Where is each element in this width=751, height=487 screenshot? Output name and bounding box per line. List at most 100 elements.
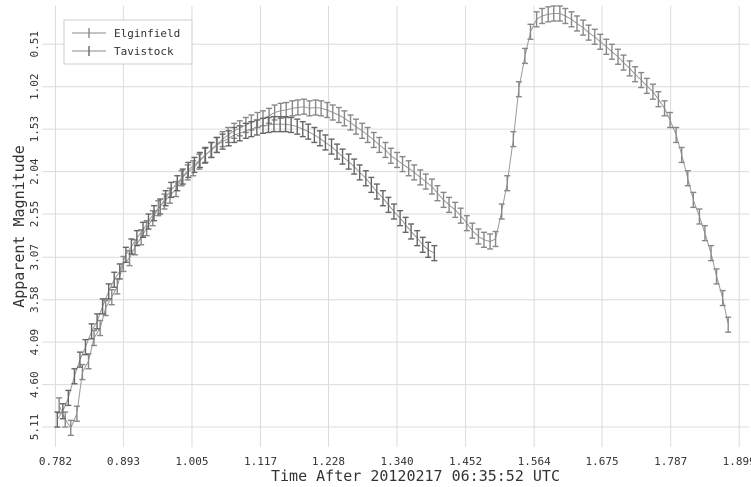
data-point-tavistock <box>316 130 323 147</box>
data-point-tavistock <box>294 118 301 135</box>
data-point-elginfield <box>347 114 354 131</box>
data-point-elginfield <box>312 99 319 116</box>
data-point-elginfield <box>603 38 610 55</box>
data-point-tavistock <box>431 244 438 262</box>
data-point-tavistock <box>128 238 135 255</box>
series-elginfield <box>56 5 732 437</box>
data-point-elginfield <box>149 209 156 227</box>
data-point-elginfield <box>545 6 552 23</box>
data-point-elginfield <box>387 147 394 164</box>
data-point-tavistock <box>339 148 346 165</box>
x-tick-label: 0.782 <box>39 455 72 468</box>
y-tick-label: 0.51 <box>28 31 41 58</box>
data-point-tavistock <box>277 115 284 133</box>
legend-entry-elginfield: Elginfield <box>72 27 180 40</box>
data-point-tavistock <box>322 134 329 151</box>
data-point-tavistock <box>196 151 203 169</box>
data-point-tavistock <box>202 146 209 164</box>
y-axis-title: Apparent Magnitude <box>10 145 28 308</box>
legend-label-tavistock: Tavistock <box>114 45 174 58</box>
data-point-tavistock <box>88 323 95 340</box>
data-point-elginfield <box>428 178 435 195</box>
data-point-tavistock <box>133 229 140 247</box>
data-point-elginfield <box>690 191 697 209</box>
data-point-tavistock <box>116 263 123 280</box>
x-tick-label: 1.005 <box>175 455 208 468</box>
y-tick-label: 2.55 <box>28 201 41 228</box>
data-point-elginfield <box>364 126 371 144</box>
data-point-elginfield <box>684 170 691 187</box>
data-point-elginfield <box>643 77 650 95</box>
plot-area <box>42 6 749 447</box>
data-point-elginfield <box>620 54 627 71</box>
data-point-elginfield <box>417 169 424 186</box>
data-point-elginfield <box>422 173 429 190</box>
x-axis-ticks: 0.782 0.893 1.005 1.117 1.228 1.340 1.452 1.564… <box>39 455 751 468</box>
data-point-elginfield <box>376 136 383 154</box>
data-point-tavistock <box>214 136 221 154</box>
data-point-tavistock <box>145 213 152 230</box>
y-tick-label: 1.02 <box>28 73 41 100</box>
data-point-elginfield <box>161 193 168 210</box>
data-point-tavistock <box>402 216 409 234</box>
data-point-tavistock <box>157 198 164 215</box>
data-point-tavistock <box>179 168 186 185</box>
data-point-elginfield <box>399 155 406 173</box>
data-point-elginfield <box>166 187 173 204</box>
data-point-elginfield <box>97 319 104 337</box>
data-point-elginfield <box>708 244 715 262</box>
data-point-tavistock <box>373 183 380 200</box>
data-point-elginfield <box>370 131 377 149</box>
data-point-elginfield <box>539 7 546 25</box>
data-point-tavistock <box>305 123 312 140</box>
data-point-elginfield <box>585 24 592 41</box>
x-gridlines <box>54 6 740 447</box>
data-point-elginfield <box>673 126 680 144</box>
data-point-elginfield <box>492 230 499 248</box>
data-point-elginfield <box>329 104 336 121</box>
data-point-elginfield <box>289 100 296 117</box>
data-point-tavistock <box>248 120 255 138</box>
data-point-elginfield <box>504 175 511 192</box>
data-point-elginfield <box>701 224 708 242</box>
data-point-tavistock <box>253 119 260 136</box>
data-point-elginfield <box>562 7 569 25</box>
data-point-tavistock <box>208 141 215 159</box>
data-point-elginfield <box>446 196 453 214</box>
data-point-elginfield <box>597 33 604 50</box>
x-tick-label: 1.564 <box>518 455 551 468</box>
data-point-tavistock <box>185 161 192 179</box>
data-point-tavistock <box>414 229 421 247</box>
x-tick-label: 1.452 <box>449 455 482 468</box>
data-point-elginfield <box>638 71 645 89</box>
data-point-elginfield <box>487 233 494 250</box>
data-point-tavistock <box>231 126 238 144</box>
data-point-tavistock <box>345 153 352 170</box>
data-point-elginfield <box>190 160 197 177</box>
y-tick-label: 5.11 <box>28 414 41 441</box>
data-point-elginfield <box>324 101 331 119</box>
data-point-tavistock <box>105 283 112 300</box>
data-point-elginfield <box>533 11 540 28</box>
data-point-elginfield <box>469 222 476 239</box>
data-point-elginfield <box>649 83 656 100</box>
x-tick-label: 1.675 <box>586 455 619 468</box>
legend-label-elginfield: Elginfield <box>114 27 180 40</box>
data-point-elginfield <box>515 81 522 98</box>
data-point-elginfield <box>573 15 580 32</box>
x-tick-label: 1.228 <box>312 455 345 468</box>
y-tick-label: 2.04 <box>28 158 41 185</box>
data-point-tavistock <box>151 204 158 222</box>
data-point-elginfield <box>521 47 528 65</box>
data-point-tavistock <box>225 130 232 147</box>
data-point-elginfield <box>457 207 464 224</box>
data-point-elginfield <box>335 106 342 124</box>
data-point-elginfield <box>510 130 517 148</box>
y-tick-label: 4.60 <box>28 371 41 398</box>
y-tick-label: 1.53 <box>28 116 41 143</box>
data-point-elginfield <box>655 91 662 108</box>
data-point-tavistock <box>362 170 369 187</box>
data-point-tavistock <box>191 156 198 174</box>
data-point-elginfield <box>556 5 563 22</box>
